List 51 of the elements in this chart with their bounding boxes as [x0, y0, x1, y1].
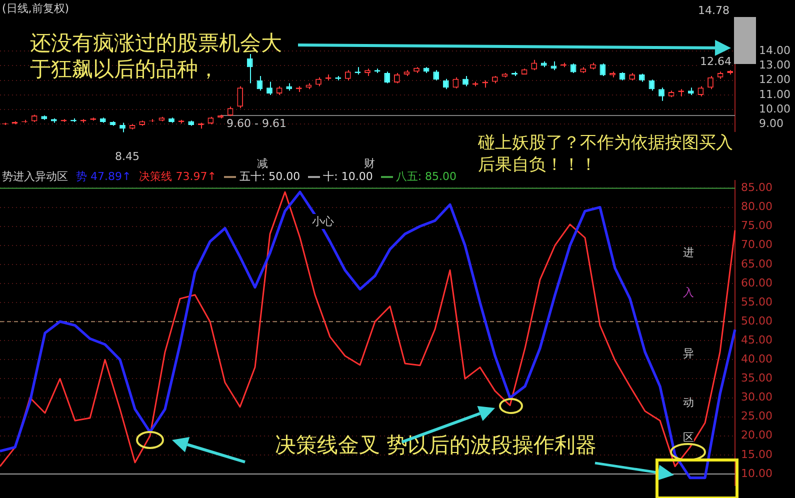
text: 减: [257, 156, 268, 171]
y-tick-label: 25.00: [741, 410, 772, 423]
annotation: 73.97↑: [176, 170, 216, 183]
annotation: 区: [683, 430, 694, 445]
text: 财: [364, 156, 375, 171]
annotation: 12.64: [700, 55, 732, 68]
annotation: 还没有疯涨过的股票机会大于狂飙以后的品种，: [30, 30, 283, 82]
y-tick-label: 55.00: [741, 295, 772, 308]
candlestick: [462, 75, 468, 87]
ref-line-label: 9.60 - 9.61: [226, 116, 286, 130]
y-tick-label: 80.00: [741, 200, 772, 214]
candlestick: [600, 63, 606, 76]
y-tick-label: 11.00: [759, 88, 790, 101]
y-tick-label: 30.00: [741, 390, 772, 404]
annotation: 异: [683, 346, 694, 361]
y-tick-label: 60.00: [741, 276, 772, 290]
y-tick-label: 70.00: [741, 238, 772, 252]
y-tick-label: 10.00: [741, 466, 772, 480]
y-tick-label: 85.00: [741, 181, 772, 194]
y-tick-label: 14.00: [759, 44, 790, 57]
y-tick-label: 65.00: [741, 257, 772, 270]
y-tick-label: 15.00: [741, 448, 772, 461]
y-tick-label: 13.00: [759, 58, 790, 72]
legend-label: 十: 10.00: [322, 170, 373, 183]
y-tick-label: 75.00: [741, 219, 772, 232]
y-tick-label: 12.00: [759, 73, 790, 86]
annotation: 小心: [312, 214, 334, 229]
y-tick-label: 35.00: [741, 372, 772, 385]
annotation: 动: [683, 395, 694, 410]
annotation: 进: [683, 245, 694, 260]
text: 14.78: [698, 4, 730, 17]
y-tick-label: 20.00: [741, 428, 772, 442]
y-tick-label: 9.00: [759, 117, 784, 130]
y-tick-label: 50.00: [741, 314, 772, 328]
legend-label: 五十: 50.00: [238, 170, 300, 183]
candlestick: [708, 75, 714, 90]
y-tick-label: 10.00: [759, 102, 790, 116]
text: 势: [76, 170, 88, 183]
annotation: 入: [683, 285, 694, 300]
annotation: 碰上妖股了？不作为依据按图买入后果自负！！！: [478, 132, 736, 176]
candlestick: [237, 86, 244, 109]
text: 决策线: [139, 170, 174, 183]
chart-title: (日线,前复权): [2, 2, 70, 15]
annotation: 47.89↑: [90, 170, 132, 183]
text: 8.45: [115, 150, 140, 163]
candlestick: [246, 54, 253, 84]
y-tick-label: 45.00: [741, 333, 772, 346]
legend-label: 八五: 85.00: [394, 170, 457, 183]
chart-title: 势进入异动区: [2, 170, 68, 183]
y-tick-label: 40.00: [741, 352, 772, 366]
candlestick: [120, 122, 126, 133]
